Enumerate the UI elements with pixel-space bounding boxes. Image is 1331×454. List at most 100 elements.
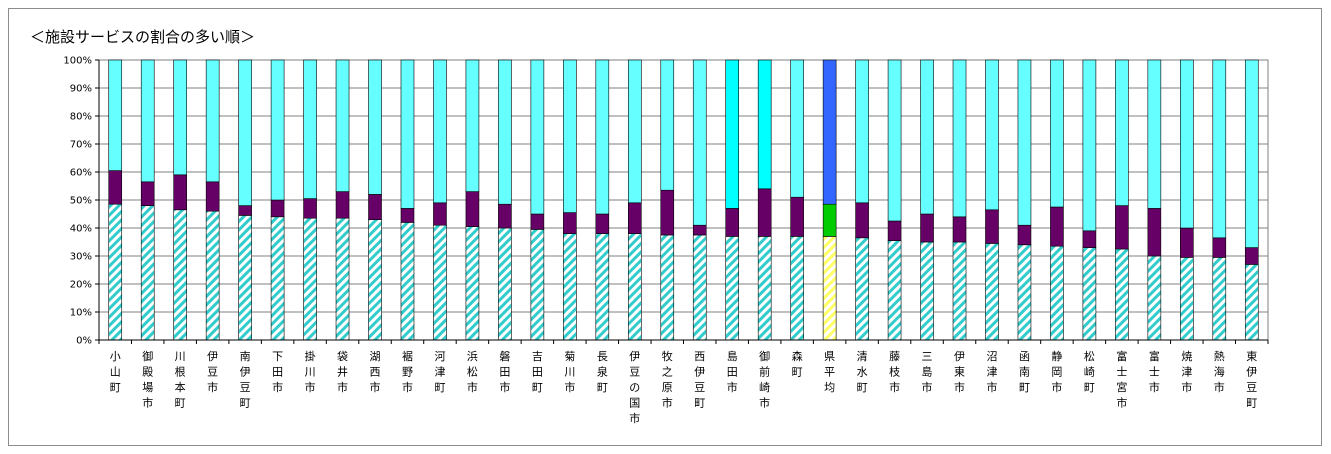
y-tick-label: 90%: [70, 84, 92, 95]
bar-segment-middle: [205, 181, 220, 212]
grid-lines: [98, 59, 1269, 341]
bar-segment-lower: [725, 236, 740, 341]
bar-segment-upper: [920, 59, 934, 215]
bar-segment-middle: [1115, 205, 1129, 250]
bar-segment-middle: [627, 202, 642, 234]
bar-segment-upper: [822, 59, 837, 205]
y-tick-label: 80%: [70, 112, 92, 123]
bar-segment-upper: [1212, 59, 1227, 239]
bar-segment-middle: [692, 224, 707, 236]
bar-segment-upper: [1017, 59, 1032, 226]
bar-segment-middle: [725, 208, 740, 237]
bar-segment-lower: [952, 241, 967, 341]
x-tick-label: 富士宮市: [1116, 349, 1127, 410]
bar-segment-middle: [173, 174, 187, 211]
bar-segment-lower: [173, 209, 187, 341]
x-tick-label: 御殿場市: [142, 349, 153, 410]
bar-segment-middle: [952, 216, 967, 243]
bar-segment-middle: [238, 205, 252, 216]
bar-segment-upper: [1244, 59, 1259, 248]
bar-segment-upper: [238, 59, 252, 206]
x-tick-label: 函南町: [1019, 350, 1030, 394]
x-tick-label: 焼津市: [1181, 350, 1192, 394]
bar-segment-lower: [530, 229, 545, 341]
bar-segment-middle: [530, 213, 545, 230]
x-tick-label: 伊東市: [954, 350, 965, 394]
x-tick-label: 裾野市: [402, 349, 413, 394]
bar-segment-upper: [498, 59, 512, 205]
bar-segment-lower: [1244, 264, 1259, 341]
bar-segment-middle: [303, 198, 317, 219]
bar-segment-lower: [1147, 255, 1162, 341]
x-tick-label: 掛川市: [305, 349, 316, 394]
bar-segment-middle: [1050, 206, 1064, 247]
x-tick-label: 静岡市: [1051, 349, 1062, 394]
bar-segment-upper: [335, 59, 350, 192]
bar-segment-upper: [757, 59, 772, 190]
bar-segment-middle: [1180, 227, 1194, 258]
bar-segment-middle: [595, 213, 610, 234]
bar-segment-lower: [660, 234, 675, 341]
x-tick-label: 河津町: [434, 350, 445, 394]
bar-segment-middle: [822, 203, 837, 237]
bar-segment-lower: [498, 227, 512, 341]
x-tick-label: 三島市: [922, 350, 933, 394]
bar-segment-middle: [368, 194, 382, 220]
bar-segment-upper: [790, 59, 804, 198]
bar-segment-middle: [757, 188, 772, 237]
x-tick-label: 牧之原市: [662, 349, 673, 410]
bar-segment-middle: [887, 220, 902, 241]
x-tick-label: 島田市: [727, 349, 738, 394]
bar-segment-middle: [140, 181, 155, 206]
bar-segment-lower: [335, 217, 350, 341]
bar-segment-middle: [465, 191, 480, 227]
x-tick-label: 御前崎市: [759, 349, 770, 410]
y-tick-label: 40%: [70, 224, 92, 235]
bar-segment-upper: [400, 59, 415, 209]
x-tick-label: 松崎町: [1084, 349, 1095, 394]
bar-segment-lower: [303, 217, 317, 341]
bar-segment-lower: [238, 215, 252, 341]
y-axis: 0% 10% 20% 30% 40% 50% 60% 70% 80% 90% 100%: [63, 56, 100, 347]
bar-segment-upper: [627, 59, 642, 204]
bar-segment-middle: [1082, 230, 1097, 248]
bar-segment-lower: [433, 224, 447, 341]
bar-segment-upper: [140, 59, 155, 183]
bar-segment-upper: [205, 59, 220, 183]
x-tick-label: 東伊豆町: [1246, 350, 1257, 410]
bar-segment-middle: [270, 199, 285, 218]
bar-segment-upper: [108, 59, 123, 171]
y-tick-label: 30%: [70, 252, 92, 263]
bar-segment-middle: [1212, 237, 1227, 258]
x-tick-label: 磐田市: [499, 349, 510, 394]
bar-segment-middle: [563, 212, 577, 234]
bar-segment-lower: [1115, 248, 1129, 341]
x-tick-label: 藤枝市: [889, 350, 900, 394]
bar-segment-lower: [822, 236, 837, 341]
bar-segment-lower: [270, 216, 285, 341]
x-tick-label: 湖西市: [370, 350, 381, 394]
bar-segment-middle: [400, 208, 415, 223]
bar-segment-middle: [855, 202, 869, 239]
x-tick-label: 森町: [792, 349, 803, 379]
x-tick-label: 川根本町: [175, 350, 186, 410]
bar-segment-lower: [692, 234, 707, 341]
y-tick-label: 100%: [63, 56, 92, 67]
bar-segment-upper: [660, 59, 675, 191]
bar-segment-middle: [790, 196, 804, 237]
bar-segment-lower: [465, 226, 480, 341]
chart-title: ＜施設サービスの割合の多い順＞: [30, 28, 256, 46]
bar-segment-upper: [563, 59, 577, 213]
bar-segment-upper: [887, 59, 902, 222]
y-tick-label: 70%: [70, 140, 92, 151]
x-tick-label: 伊豆市: [207, 350, 218, 394]
bar-segment-lower: [205, 210, 220, 341]
bar-segment-middle: [1244, 247, 1259, 265]
y-tick-label: 10%: [70, 308, 92, 319]
x-tick-label: 長泉町: [597, 350, 608, 394]
bar-segment-upper: [1180, 59, 1194, 229]
bar-segment-middle: [920, 213, 934, 243]
bar-segment-middle: [108, 170, 123, 205]
bar-segment-lower: [855, 237, 869, 341]
